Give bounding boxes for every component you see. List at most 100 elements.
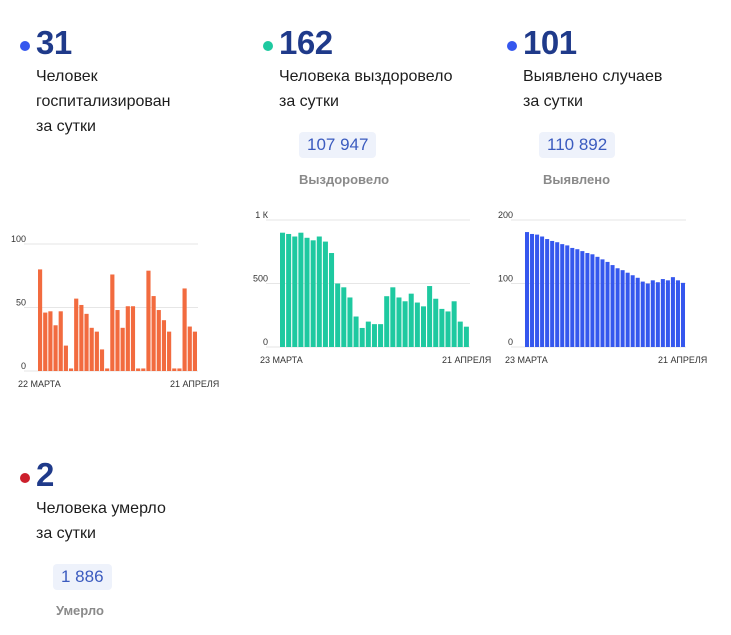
desc-line: госпитализирован	[36, 93, 171, 110]
hospitalized-number: 31	[36, 24, 72, 61]
bar	[620, 270, 625, 347]
died-dot-icon	[20, 473, 30, 483]
detected-number: 101	[523, 24, 577, 61]
bar	[650, 280, 655, 347]
desc-line: за сутки	[36, 525, 96, 542]
bar	[451, 301, 457, 347]
y-tick-label: 1 К	[255, 210, 269, 220]
y-tick-label: 0	[263, 337, 268, 347]
bar	[457, 321, 463, 347]
y-tick-label: 0	[508, 337, 513, 347]
bar	[555, 242, 560, 347]
died-stat: 2 Человека умерло за сутки	[20, 456, 166, 546]
hospitalized-dot-icon	[20, 41, 30, 51]
bar	[414, 302, 420, 347]
bar	[625, 272, 630, 347]
bar	[640, 281, 645, 347]
x-end-label: 21 АПРЕЛЯ	[170, 379, 219, 389]
bar	[365, 321, 371, 347]
bar	[63, 345, 68, 371]
bar	[94, 331, 99, 371]
bar	[384, 296, 390, 347]
bar	[635, 277, 640, 347]
bar	[304, 237, 310, 347]
bar	[151, 296, 156, 371]
bar	[433, 298, 439, 347]
bar	[53, 325, 58, 371]
bar	[79, 304, 84, 371]
bar	[43, 312, 48, 371]
y-tick-label: 500	[253, 274, 268, 284]
desc-line: Человека умерло	[36, 500, 166, 517]
bar	[359, 327, 365, 347]
x-start-label: 23 МАРТА	[260, 355, 303, 365]
x-start-label: 22 МАРТА	[18, 379, 61, 389]
detected-stat: 101 Выявлено случаев за сутки	[507, 24, 662, 114]
bar	[390, 287, 396, 347]
bar	[396, 297, 402, 347]
bar	[560, 244, 565, 347]
bar	[177, 368, 182, 371]
bar	[630, 275, 635, 347]
bar	[182, 288, 187, 371]
bar	[89, 327, 94, 371]
bar	[545, 239, 550, 347]
x-start-label: 23 МАРТА	[505, 355, 548, 365]
bar	[187, 326, 192, 371]
bar	[298, 232, 304, 347]
bar	[353, 316, 359, 347]
bar	[615, 268, 620, 347]
y-tick-label: 100	[11, 234, 26, 244]
bar	[146, 270, 151, 371]
bar	[550, 240, 555, 347]
bar	[292, 236, 298, 347]
bar	[125, 306, 130, 371]
bar	[655, 282, 660, 347]
bar	[445, 311, 451, 347]
bar	[38, 269, 43, 371]
bar	[575, 249, 580, 347]
bar	[167, 331, 172, 371]
bar	[645, 283, 650, 347]
bar	[115, 310, 120, 371]
detected-dot-icon	[507, 41, 517, 51]
bar	[120, 327, 125, 371]
bar	[68, 368, 74, 371]
bar	[110, 274, 115, 371]
desc-line: за сутки	[279, 93, 339, 110]
bar	[665, 280, 670, 347]
desc-line: Человека выздоровело	[279, 68, 453, 85]
recovered-stat: 162 Человека выздоровело за сутки	[263, 24, 453, 114]
bar	[540, 236, 545, 347]
bar	[600, 259, 605, 347]
bar	[535, 234, 540, 347]
y-tick-label: 0	[21, 361, 26, 371]
bar	[525, 232, 530, 347]
bar	[329, 253, 335, 347]
recovered-dot-icon	[263, 41, 273, 51]
bar	[48, 311, 53, 371]
y-tick-label: 50	[16, 298, 26, 308]
recovered-total-label: Выздоровело	[299, 172, 390, 187]
bar	[675, 280, 680, 347]
desc-line: за сутки	[36, 118, 96, 135]
bar	[172, 368, 177, 371]
bar	[341, 287, 347, 347]
recovered-chart: 0 500 1 К 23 МАРТА 21 АПРЕЛЯ	[253, 210, 491, 365]
bar	[322, 241, 328, 347]
bar	[590, 254, 595, 347]
y-tick-label: 100	[498, 274, 513, 284]
bar	[286, 233, 292, 347]
bar	[371, 324, 377, 347]
detected-chart: 0 100 200 23 МАРТА 21 АПРЕЛЯ	[498, 210, 707, 365]
died-number: 2	[36, 456, 54, 493]
bar	[610, 265, 615, 347]
bar	[530, 233, 535, 347]
bar	[99, 349, 105, 371]
bar	[84, 313, 89, 371]
bar	[670, 277, 675, 347]
bar	[439, 308, 445, 347]
bar	[408, 293, 414, 347]
hospitalized-chart: 0 50 100 22 МАРТА 21 АПРЕЛЯ	[11, 234, 219, 389]
bar	[161, 320, 167, 371]
